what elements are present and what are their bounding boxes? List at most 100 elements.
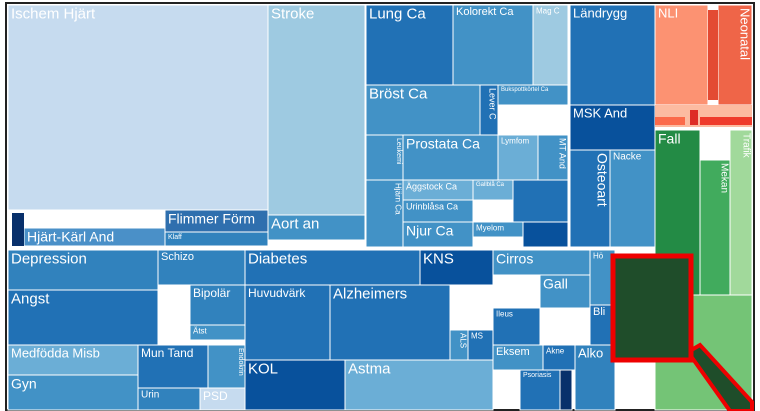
tile (344, 359, 494, 411)
tile (655, 117, 685, 125)
tile (559, 369, 573, 411)
tile (690, 110, 698, 125)
tile-label: Fall (658, 130, 681, 146)
tile-label: Hö (593, 252, 604, 261)
tile (7, 249, 159, 291)
tile-label: PSD (203, 389, 228, 403)
tile-label: Lever C (488, 88, 498, 120)
tile (569, 149, 611, 248)
tile-label: Nacke (613, 151, 642, 162)
tile-label: Ländrygg (573, 6, 627, 21)
tile-label: Alzheimers (333, 285, 407, 302)
tile-label: Lymfom (501, 137, 529, 146)
tile-label: Myelom (476, 224, 504, 233)
tile-label: Mun Tand (141, 346, 193, 360)
tile (365, 134, 404, 181)
tile (189, 284, 246, 326)
tile (207, 344, 246, 389)
highlight-box (610, 253, 694, 363)
tile (519, 369, 561, 411)
tile (137, 344, 209, 389)
tile-label: Neonatal (737, 8, 752, 60)
tile (522, 221, 569, 248)
tile-label: Gyn (11, 375, 37, 391)
tile-label: Prostata Ca (406, 135, 480, 151)
tile (717, 4, 753, 106)
tile (7, 344, 139, 376)
tile-label: Mekan (719, 163, 730, 193)
tile-label: Lung Ca (369, 5, 426, 22)
tile-label: ALS (458, 333, 467, 348)
tile-label: Ischem Hjärt (11, 5, 96, 22)
tile-label: Cirros (496, 250, 533, 266)
decor (12, 10, 754, 411)
tile-label: Astma (348, 360, 391, 377)
tiles: Ischem Hjärt Stroke Aort an Hjärt-Kärl And F… (7, 4, 753, 411)
tile-label: Angst (11, 290, 50, 307)
tile-label: Depression (11, 250, 87, 267)
tile (12, 213, 24, 246)
tile (402, 221, 474, 248)
tile-label: Urinblåsa Ca (406, 201, 458, 211)
tile-label: Gall (543, 275, 568, 291)
tile-label: Osteoart (595, 153, 611, 207)
tile-label: Urin (141, 389, 159, 400)
tile (512, 179, 569, 223)
tile (7, 4, 269, 211)
tile-label: MS (471, 332, 483, 341)
tile-label: KNS (423, 250, 454, 267)
tile-label: MSK And (573, 106, 627, 121)
tile (267, 4, 366, 216)
tile (700, 117, 752, 125)
tile-label: Njur Ca (406, 222, 454, 238)
tile-label: Bukspottkörtel Ca (501, 87, 549, 93)
tile-label: Medfödda Misb (11, 346, 100, 361)
tile (569, 104, 656, 151)
tile (365, 179, 404, 248)
tile-label: Stroke (271, 5, 314, 22)
tile (492, 344, 544, 371)
tile-label: NLI (658, 6, 678, 21)
tile-label: Huvudvärk (248, 286, 306, 300)
tile-label: Ileus (496, 310, 513, 319)
tile-label: Aort an (271, 215, 319, 232)
tile (365, 84, 481, 136)
tile-label: Eksem (496, 346, 530, 358)
tile-label: Bipolär (193, 286, 230, 300)
tile-label: Hjärn Ca (393, 183, 402, 215)
tile (708, 10, 718, 100)
tile (329, 284, 451, 361)
tile (539, 274, 591, 309)
tile-label: Hjärt-Kärl And (27, 228, 114, 244)
tile-label: Leukemi (395, 138, 402, 165)
tile (365, 4, 454, 86)
tile (492, 307, 541, 346)
tile (244, 284, 331, 361)
tile (532, 4, 569, 86)
tile-label: Bröst Ca (369, 85, 428, 102)
tile-label: Psoriasis (523, 372, 552, 379)
tile (537, 134, 569, 181)
tile-label: MT And (558, 138, 568, 169)
tile-label: Mag C (536, 7, 560, 16)
tile (654, 4, 709, 106)
tile-label: Gallblå Ca (476, 181, 505, 188)
highlight-arrow (685, 342, 754, 411)
tile-label: Trafik (741, 133, 752, 159)
tile-label: Äggstock Ca (406, 181, 457, 191)
tile (7, 374, 139, 411)
tile (497, 84, 569, 106)
tile-label: Klaff (168, 234, 182, 241)
tile (157, 249, 246, 286)
tile (609, 149, 656, 248)
tile-label: Flimmer Förm (168, 210, 255, 226)
tile-label: Endokrin (237, 348, 244, 376)
tile-label: KOL (248, 360, 278, 377)
tile (419, 249, 494, 286)
tile (164, 231, 269, 247)
tile-label: Alko (578, 346, 603, 361)
tile (267, 214, 366, 241)
tile-label: Schizo (161, 251, 194, 263)
tile (244, 359, 346, 411)
